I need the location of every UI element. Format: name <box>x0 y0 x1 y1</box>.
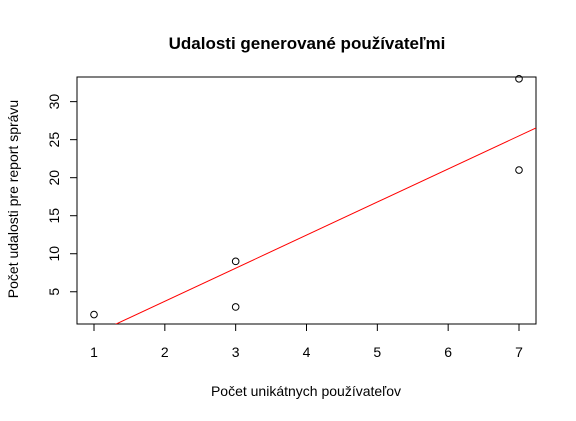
y-tick-label: 5 <box>46 288 62 296</box>
data-point <box>231 303 240 311</box>
y-tick-label: 20 <box>46 170 62 186</box>
x-tick-label: 6 <box>444 344 452 360</box>
data-point <box>515 75 523 83</box>
data-point <box>90 310 98 319</box>
y-tick-label: 30 <box>46 94 62 110</box>
x-axis-label: Počet unikátnych používateľov <box>211 383 401 399</box>
data-points <box>90 75 523 319</box>
x-tick-label: 4 <box>303 344 311 360</box>
data-point <box>231 257 240 266</box>
y-tick-label: 10 <box>46 246 62 262</box>
x-tick-label: 7 <box>515 344 523 360</box>
y-tick-label: 15 <box>46 208 62 224</box>
x-tick-label: 2 <box>161 344 169 360</box>
regression-line-group <box>114 127 536 324</box>
y-tick-label: 25 <box>46 132 62 148</box>
x-tick-label: 5 <box>373 344 381 360</box>
y-axis-label: Počet udalosti pre report správu <box>5 100 21 298</box>
y-axis: 5 10 15 20 25 30 <box>46 94 78 296</box>
chart-title: Udalosti generované používateľmi <box>169 34 446 53</box>
x-axis: 1 2 3 4 5 6 7 <box>90 323 523 360</box>
x-tick-label: 1 <box>90 344 98 360</box>
plot-area <box>76 76 537 325</box>
plot-frame <box>76 76 537 325</box>
data-point <box>515 166 523 174</box>
x-tick-label: 3 <box>232 344 240 360</box>
regression-line <box>114 127 536 324</box>
